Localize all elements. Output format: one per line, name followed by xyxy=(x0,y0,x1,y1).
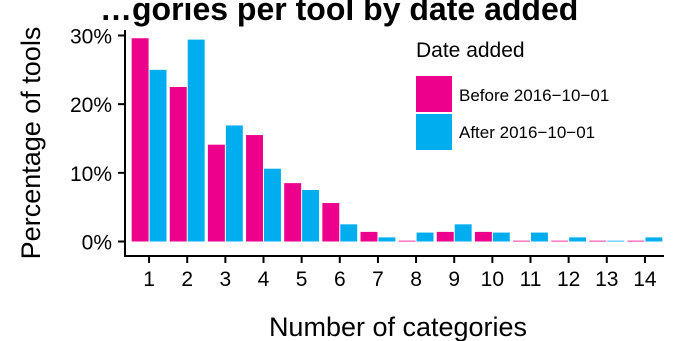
bar-before-5 xyxy=(284,183,302,242)
x-tick-label: 5 xyxy=(296,268,308,291)
x-tick-label: 9 xyxy=(448,268,460,291)
x-tick-label: 3 xyxy=(220,268,232,291)
chart-title: …gories per tool by date added xyxy=(100,0,578,27)
x-tick-label: 14 xyxy=(633,268,657,291)
x-tick-label: 13 xyxy=(595,268,618,291)
bar-after-4 xyxy=(264,168,281,242)
x-tick-label: 11 xyxy=(520,268,542,291)
legend: Date added Before 2016−10−01 After 2016−… xyxy=(416,39,609,150)
bar-before-3 xyxy=(207,144,225,242)
y-axis-label: Percentage of tools xyxy=(16,27,46,260)
bar-after-1 xyxy=(149,69,167,242)
bar-before-4 xyxy=(246,135,263,242)
bar-after-13 xyxy=(607,240,625,242)
bar-after-2 xyxy=(187,39,205,242)
bar-before-2 xyxy=(169,87,187,242)
bars-group xyxy=(131,38,663,242)
x-tick-label: 8 xyxy=(410,268,422,291)
bar-after-9 xyxy=(454,224,472,242)
bar-after-3 xyxy=(225,125,243,242)
bar-before-1 xyxy=(131,38,149,242)
x-axis-label: Number of categories xyxy=(269,312,527,341)
legend-label-before: Before 2016−10−01 xyxy=(459,86,609,105)
x-tick-label: 1 xyxy=(143,268,155,291)
x-tick-label: 12 xyxy=(557,268,580,291)
x-tick-label: 4 xyxy=(258,268,270,291)
legend-title: Date added xyxy=(416,39,525,62)
bar-after-11 xyxy=(531,232,548,242)
legend-swatch-after xyxy=(416,114,452,150)
bar-before-6 xyxy=(322,203,340,242)
bar-before-14 xyxy=(627,240,645,242)
bar-after-5 xyxy=(302,190,320,242)
x-tick-label: 7 xyxy=(372,268,384,291)
x-tick-label: 6 xyxy=(334,268,346,291)
bar-after-10 xyxy=(492,232,510,242)
legend-swatch-before xyxy=(416,76,452,112)
bar-before-10 xyxy=(474,231,492,242)
y-tick-label: 20% xyxy=(70,94,112,117)
y-axis-ticks: 0% 10% 20% 30% xyxy=(70,26,125,255)
bar-before-11 xyxy=(513,240,530,242)
x-tick-label: 10 xyxy=(481,268,504,291)
bar-after-7 xyxy=(378,237,396,242)
x-axis-ticks: 1 2 3 4 5 6 7 8 9 10 11 12 13 14 xyxy=(143,256,657,291)
bar-before-12 xyxy=(551,240,569,242)
y-tick-label: 0% xyxy=(82,232,112,255)
bar-before-9 xyxy=(436,231,454,242)
y-tick-label: 30% xyxy=(70,26,112,49)
bar-after-12 xyxy=(569,237,587,242)
legend-label-after: After 2016−10−01 xyxy=(459,123,595,142)
x-tick-label: 2 xyxy=(181,268,193,291)
bar-before-8 xyxy=(398,240,416,242)
y-tick-label: 10% xyxy=(70,163,112,186)
bar-before-7 xyxy=(360,231,378,242)
bar-before-13 xyxy=(589,240,607,242)
bar-after-14 xyxy=(645,237,663,242)
bar-after-6 xyxy=(340,224,358,242)
bar-after-8 xyxy=(416,232,434,242)
